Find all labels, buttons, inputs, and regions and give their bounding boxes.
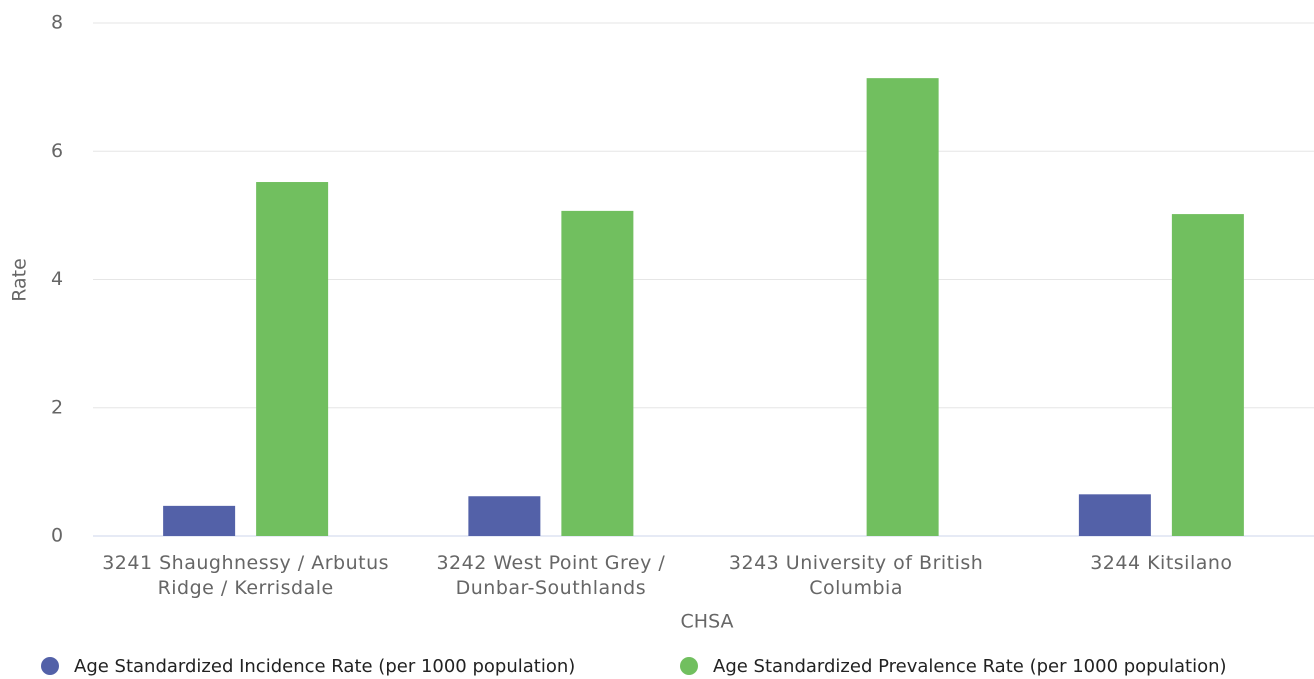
bar [468, 496, 541, 536]
legend-marker [680, 657, 698, 675]
x-axis-title: CHSA [681, 611, 734, 633]
x-tick-label: 3243 University of British Columbia [728, 552, 984, 599]
y-tick-label: 4 [51, 268, 63, 290]
bar [256, 182, 329, 536]
x-tick-label: 3241 Shaughnessy / Arbutus Ridge / Kerri… [102, 552, 390, 599]
y-axis-title: Rate [9, 258, 31, 302]
y-tick-label: 8 [51, 12, 63, 34]
y-tick-label: 6 [51, 140, 63, 162]
bar [866, 78, 939, 537]
x-tick-label: 3244 Kitsilano [1090, 552, 1233, 574]
bar [561, 210, 634, 537]
y-tick-label: 0 [51, 525, 63, 547]
legend-marker [41, 657, 59, 675]
bar [1078, 494, 1151, 536]
y-tick-label: 2 [51, 396, 63, 418]
legend-label: Age Standardized Prevalence Rate (per 10… [713, 656, 1227, 677]
legend-label: Age Standardized Incidence Rate (per 100… [74, 656, 575, 677]
bar [1171, 214, 1244, 536]
bar [163, 505, 236, 536]
x-tick-label: 3242 West Point Grey / Dunbar-Southlands [436, 552, 666, 599]
